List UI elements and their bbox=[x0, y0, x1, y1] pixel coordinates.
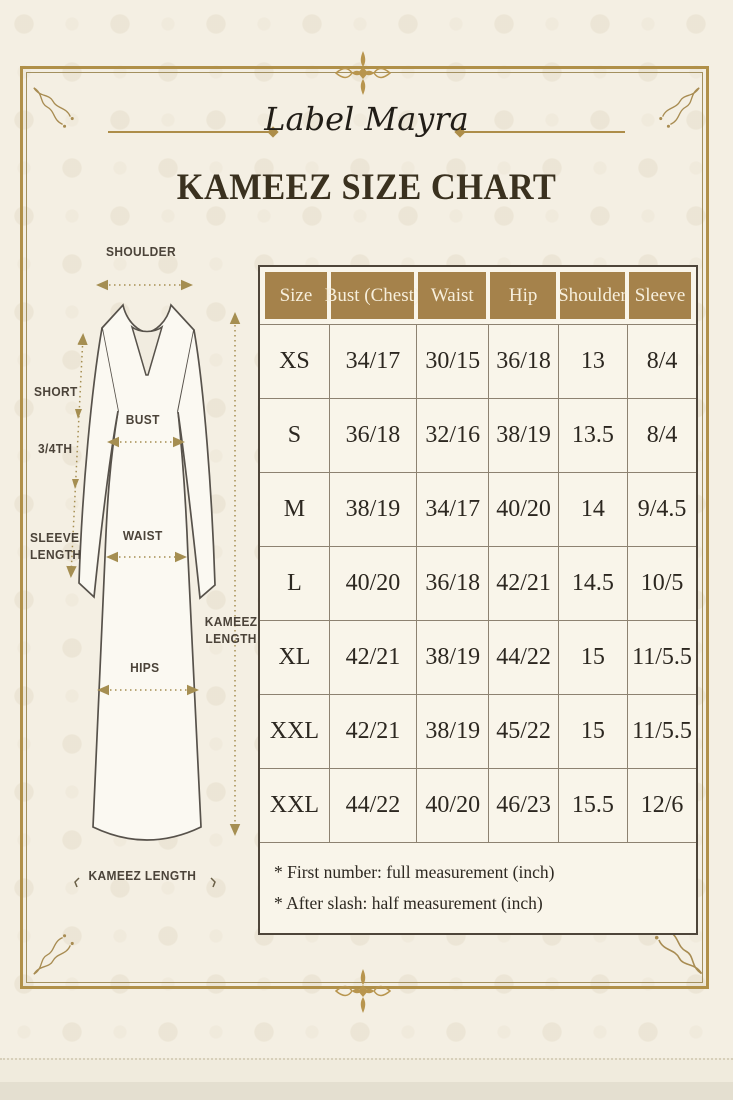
cell-sleeve: 9/4.5 bbox=[627, 473, 696, 546]
cell-sleeve: 8/4 bbox=[627, 399, 696, 472]
size-table: Size Bust (Chest) Waist Hip Shoulder Sle… bbox=[258, 265, 698, 935]
cell-sleeve: 11/5.5 bbox=[627, 695, 696, 768]
col-header-bust: Bust (Chest) bbox=[325, 272, 420, 319]
cell-waist: 34/17 bbox=[416, 473, 488, 546]
cell-bust: 36/18 bbox=[328, 399, 416, 472]
cell-bust: 38/19 bbox=[328, 473, 416, 546]
cell-size: S bbox=[287, 422, 302, 448]
hips-label: HIPS bbox=[130, 660, 160, 675]
corner-flourish-icon bbox=[655, 84, 703, 132]
cell-size: M bbox=[283, 496, 306, 522]
cell-shoulder: 13.5 bbox=[557, 399, 627, 472]
cell-sleeve: 10/5 bbox=[627, 547, 696, 620]
shoulder-label: SHOULDER bbox=[105, 244, 177, 259]
sleeve-length-label: SLEEVE LENGTH bbox=[30, 530, 82, 562]
table-row: S 36/18 32/16 38/19 13.5 8/4 bbox=[260, 398, 696, 472]
cell-sleeve: 12/6 bbox=[627, 769, 696, 842]
fleuron-ornament-icon bbox=[334, 968, 392, 1014]
cell-bust: 42/21 bbox=[328, 695, 416, 768]
col-header-hip: Hip bbox=[490, 272, 556, 319]
cell-waist: 32/16 bbox=[416, 399, 488, 472]
table-footnotes: * First number: full measurement (inch) … bbox=[260, 842, 696, 933]
kameez-length-bottom-label: KAMEEZ LENGTH bbox=[88, 868, 197, 883]
kameez-diagram bbox=[66, 279, 241, 888]
cell-sleeve: 11/5.5 bbox=[627, 621, 696, 694]
cell-hip: 38/19 bbox=[488, 399, 557, 472]
cell-hip: 42/21 bbox=[488, 547, 557, 620]
cell-waist: 38/19 bbox=[416, 695, 488, 768]
col-header-size: Size bbox=[265, 272, 327, 319]
cell-shoulder: 15 bbox=[557, 621, 627, 694]
garment-sleeves bbox=[78, 327, 119, 599]
footnote-half-measurement: * After slash: half measurement (inch) bbox=[274, 892, 543, 913]
short-sleeve-tick bbox=[75, 409, 82, 419]
table-row: XL 42/21 38/19 44/22 15 11/5.5 bbox=[260, 620, 696, 694]
col-header-shoulder: Shoulder bbox=[558, 272, 627, 319]
cell-shoulder: 15.5 bbox=[557, 769, 627, 842]
bust-label: BUST bbox=[125, 412, 160, 427]
cell-bust: 42/21 bbox=[328, 621, 416, 694]
cell-size: XXL bbox=[269, 718, 320, 744]
cell-sleeve: 8/4 bbox=[627, 325, 696, 398]
cell-waist: 40/20 bbox=[416, 769, 488, 842]
cell-shoulder: 14 bbox=[557, 473, 627, 546]
cell-size: XXL bbox=[269, 792, 320, 818]
cell-shoulder: 13 bbox=[557, 325, 627, 398]
cell-waist: 38/19 bbox=[416, 621, 488, 694]
cell-size: L bbox=[287, 570, 302, 596]
card-bottom-edge bbox=[0, 1058, 733, 1084]
cell-hip: 46/23 bbox=[488, 769, 557, 842]
table-row: XXL 44/22 40/20 46/23 15.5 12/6 bbox=[260, 768, 696, 842]
kameez-length-ticks bbox=[74, 877, 216, 888]
cell-hip: 36/18 bbox=[488, 325, 557, 398]
fleuron-ornament-icon bbox=[334, 50, 392, 96]
garment-neck-notch bbox=[130, 325, 164, 376]
cell-size: XS bbox=[279, 348, 310, 374]
page-title: KAMEEZ SIZE CHART bbox=[176, 167, 557, 208]
kameez-length-side-label: KAMEEZ LENGTH bbox=[204, 614, 258, 646]
cell-waist: 30/15 bbox=[416, 325, 488, 398]
table-row: XXL 42/21 38/19 45/22 15 11/5.5 bbox=[260, 694, 696, 768]
cell-shoulder: 15 bbox=[557, 695, 627, 768]
table-row: M 38/19 34/17 40/20 14 9/4.5 bbox=[260, 472, 696, 546]
cell-waist: 36/18 bbox=[416, 547, 488, 620]
three-fourth-sleeve-tick bbox=[72, 479, 79, 489]
table-row: L 40/20 36/18 42/21 14.5 10/5 bbox=[260, 546, 696, 620]
waist-label: WAIST bbox=[122, 528, 163, 543]
cell-size: XL bbox=[278, 644, 311, 670]
cell-bust: 44/22 bbox=[328, 769, 416, 842]
cell-hip: 40/20 bbox=[488, 473, 557, 546]
logo-divider-left bbox=[108, 126, 279, 138]
col-header-waist: Waist bbox=[418, 272, 487, 319]
measurement-arrows bbox=[66, 279, 241, 836]
footnote-full-measurement: * First number: full measurement (inch) bbox=[274, 862, 555, 883]
cell-hip: 45/22 bbox=[488, 695, 557, 768]
table-row: XS 34/17 30/15 36/18 13 8/4 bbox=[260, 324, 696, 398]
brand-logo: Label Mayra bbox=[264, 100, 469, 138]
corner-flourish-icon bbox=[30, 84, 78, 132]
cell-hip: 44/22 bbox=[488, 621, 557, 694]
three-fourth-label: 3/4TH bbox=[38, 441, 73, 456]
logo-divider-right bbox=[454, 126, 625, 138]
surface-shadow bbox=[0, 1082, 733, 1100]
col-header-sleeve: Sleeve bbox=[629, 272, 691, 319]
cell-shoulder: 14.5 bbox=[557, 547, 627, 620]
cell-bust: 40/20 bbox=[328, 547, 416, 620]
short-label: SHORT bbox=[34, 384, 78, 399]
table-header-row: Size Bust (Chest) Waist Hip Shoulder Sle… bbox=[260, 267, 696, 324]
cell-bust: 34/17 bbox=[328, 325, 416, 398]
corner-flourish-icon bbox=[30, 930, 78, 978]
